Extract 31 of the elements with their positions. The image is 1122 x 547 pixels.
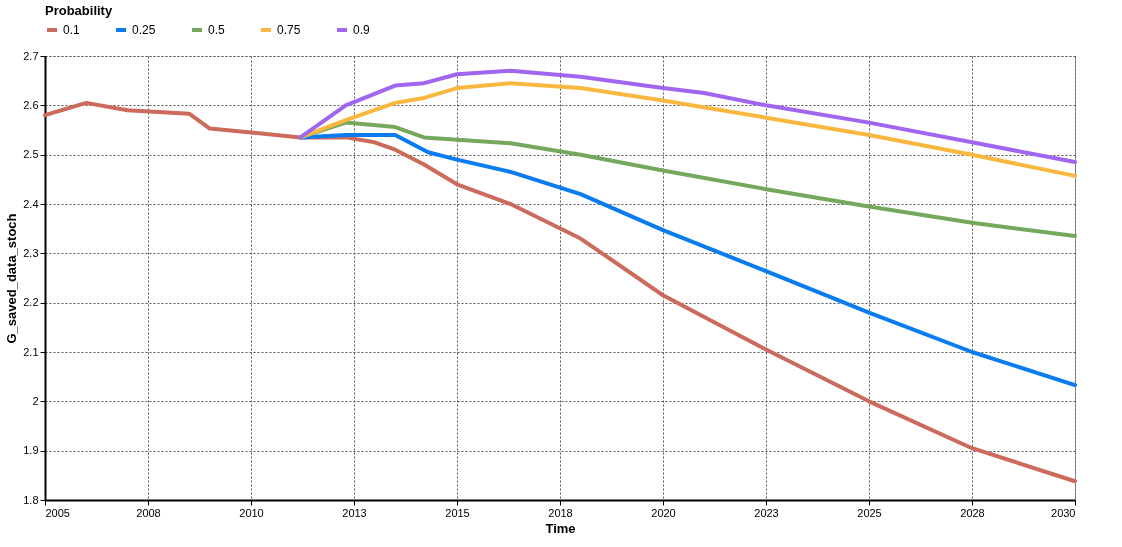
- y-tick-label: 2.5: [23, 148, 39, 161]
- x-axis-title: Time: [545, 520, 576, 536]
- x-tick-label: 2015: [445, 506, 470, 519]
- x-tick-label: 2005: [45, 506, 70, 519]
- y-tick-label: 2.4: [23, 197, 39, 210]
- legend-label: 0.25: [132, 23, 156, 37]
- y-tick-label: 2.1: [23, 345, 39, 358]
- legend-label: 0.75: [277, 23, 301, 37]
- y-tick-label: 2: [32, 394, 39, 407]
- y-tick-label: 2.3: [23, 246, 39, 259]
- x-tick-label: 2008: [136, 506, 161, 519]
- x-tick-label: 2020: [651, 506, 676, 519]
- y-axis-title: G_saved_data_stoch: [4, 213, 20, 344]
- x-tick-label: 2028: [960, 506, 985, 519]
- y-tick-label: 2.7: [23, 49, 39, 62]
- x-tick-label: 2030: [1051, 506, 1076, 519]
- legend-label: 0.9: [353, 23, 371, 37]
- y-tick-label: 2.2: [23, 296, 39, 309]
- legend-label: 0.5: [208, 23, 226, 37]
- x-tick-label: 2018: [548, 506, 573, 519]
- y-tick-label: 2.6: [23, 98, 39, 111]
- line-series: [298, 68, 1077, 165]
- y-tick-label: 1.9: [23, 444, 39, 457]
- x-tick-label: 2013: [342, 506, 367, 519]
- x-tick-label: 2025: [857, 506, 882, 519]
- legend-label: 0.1: [63, 23, 81, 37]
- legend-title: Probability: [45, 3, 113, 18]
- x-tick-label: 2023: [754, 506, 779, 519]
- x-tick-label: 2010: [239, 506, 264, 519]
- y-tick-label: 1.8: [23, 493, 39, 506]
- line-series: [43, 100, 1077, 484]
